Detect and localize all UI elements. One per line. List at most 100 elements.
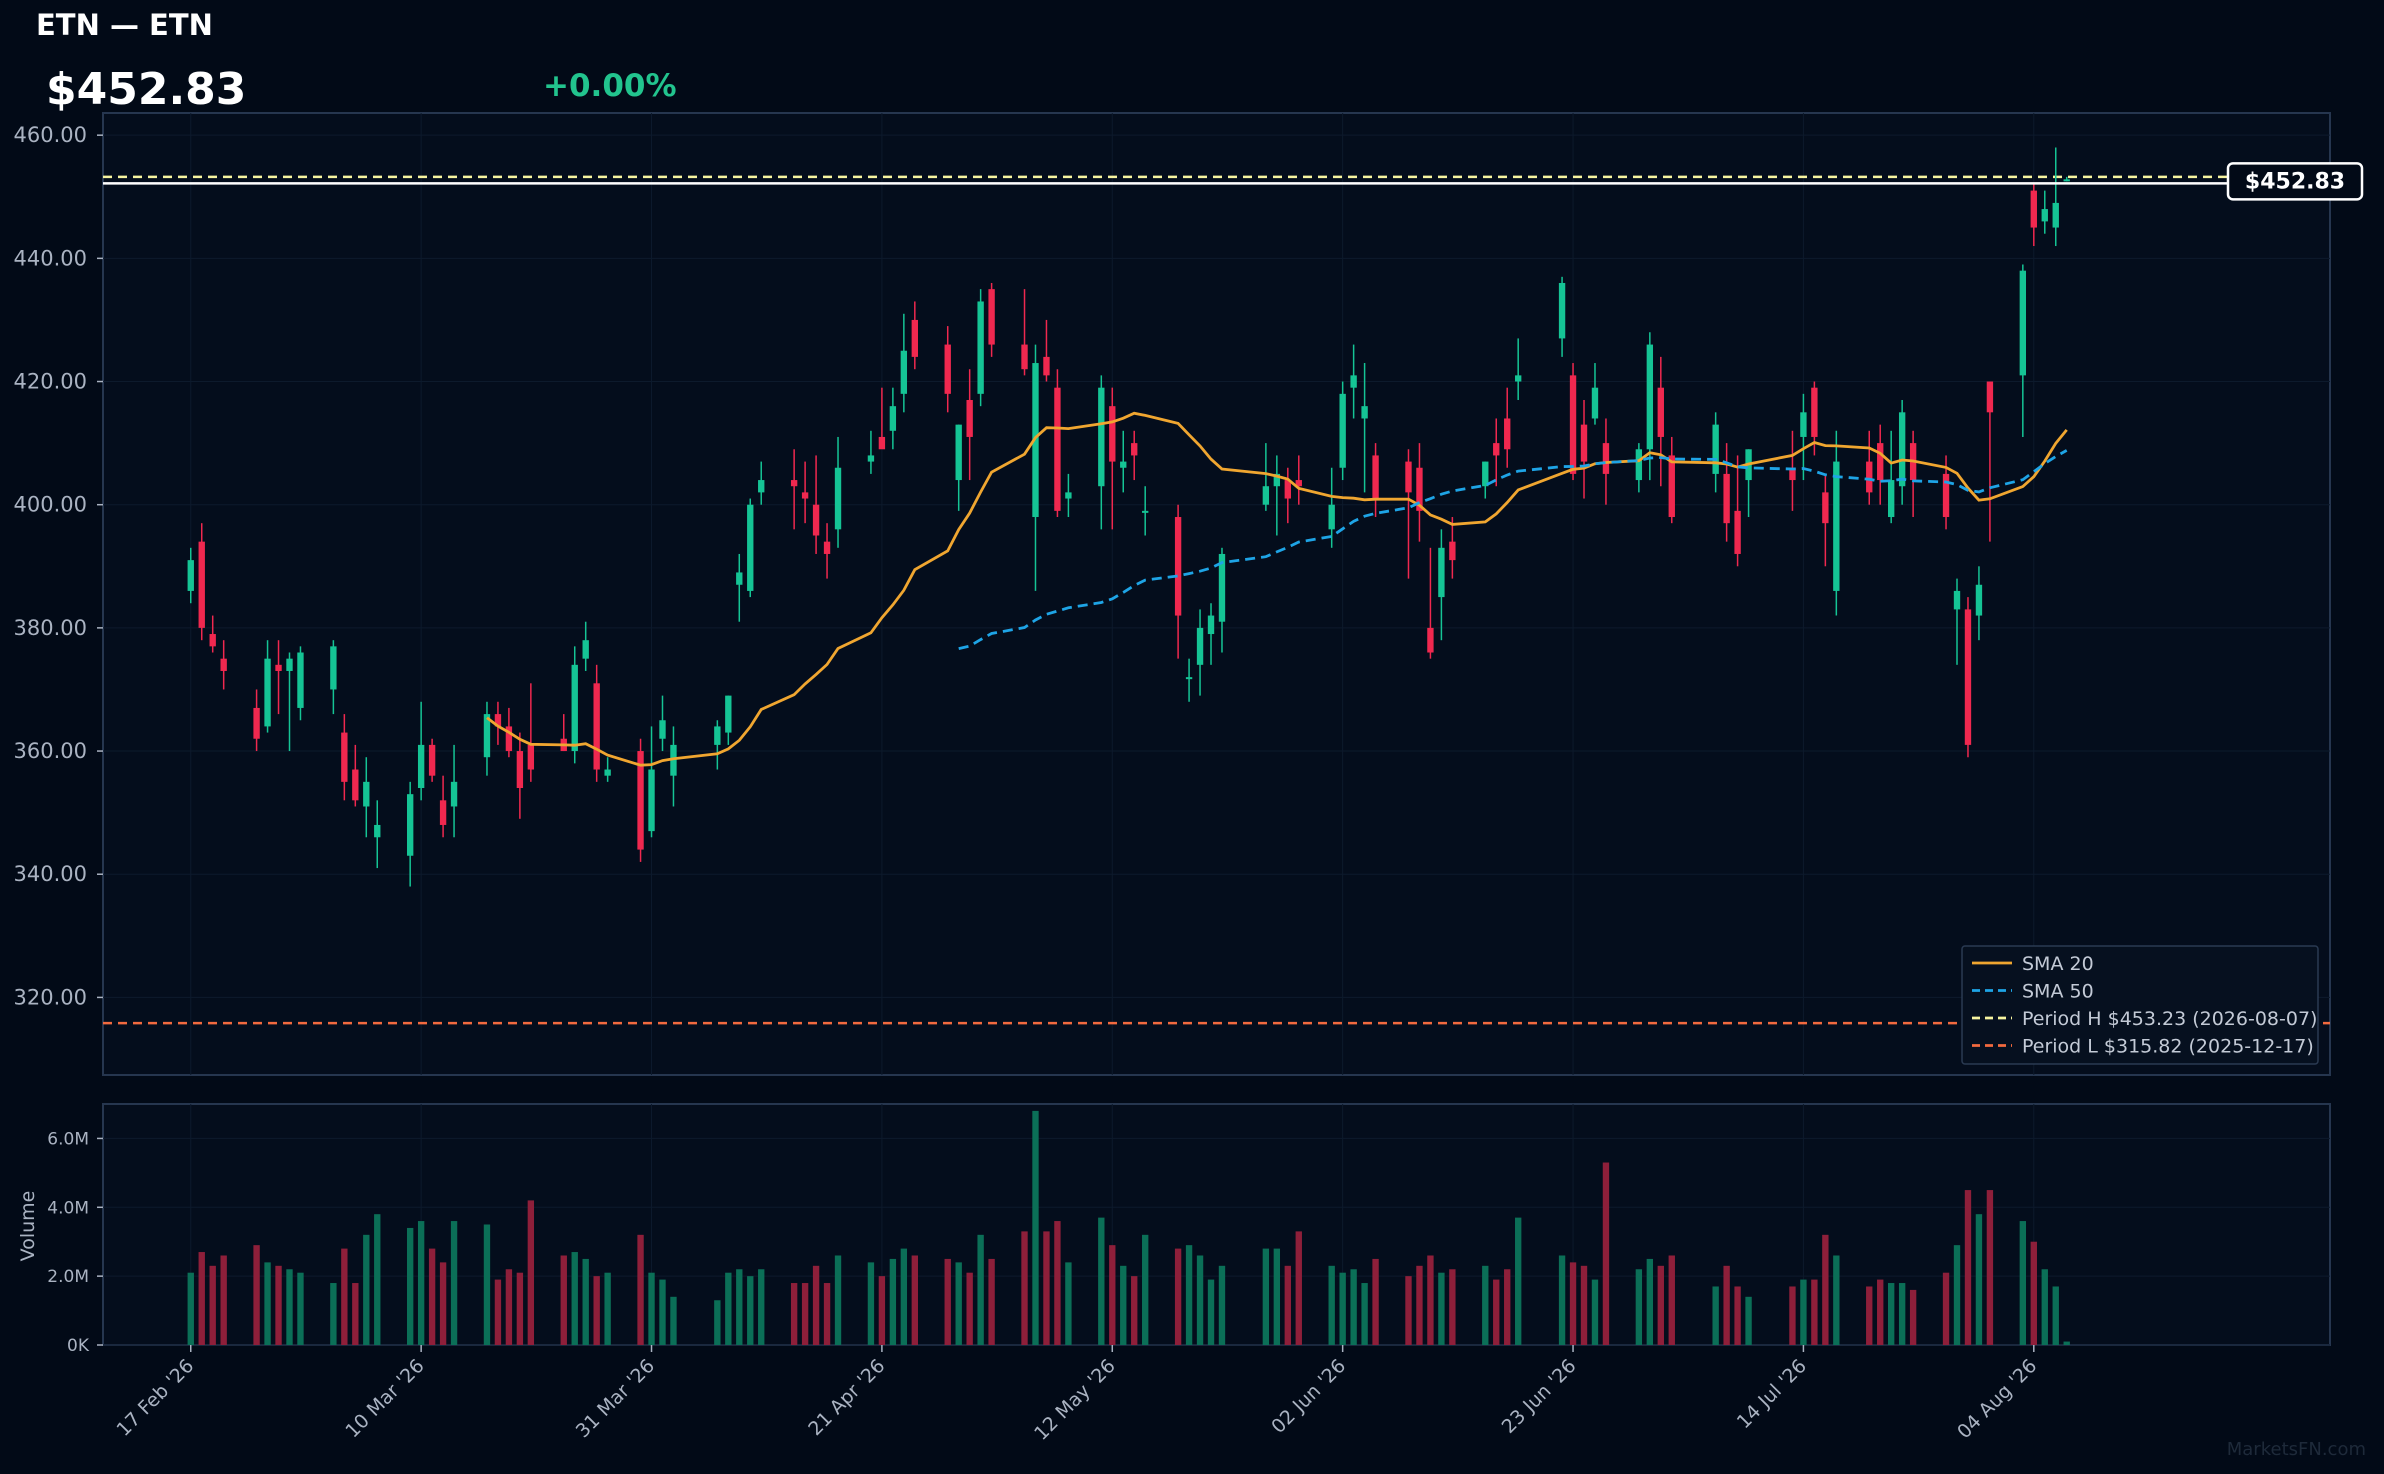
volume-bar bbox=[352, 1283, 359, 1345]
volume-bar bbox=[758, 1269, 765, 1345]
volume-bar bbox=[209, 1265, 216, 1345]
candle-body bbox=[648, 769, 655, 832]
candle-body bbox=[1174, 517, 1182, 616]
candle-body bbox=[604, 769, 611, 776]
volume-bar bbox=[330, 1283, 337, 1345]
volume-bar bbox=[1021, 1231, 1028, 1345]
price-axis: 460.00 440.00 420.00 400.00 380.00 360.00 340.… bbox=[14, 123, 103, 1009]
candle-body bbox=[1098, 387, 1105, 487]
volume-bar bbox=[1218, 1265, 1226, 1345]
period-lines bbox=[103, 175, 2330, 1025]
volume-bar bbox=[1339, 1272, 1346, 1345]
candle-body bbox=[1833, 461, 1840, 591]
candle-body bbox=[812, 504, 820, 536]
candle-body bbox=[944, 344, 951, 394]
candle-body bbox=[330, 646, 337, 690]
current-price: $452.83 bbox=[46, 64, 247, 115]
sma-50-line bbox=[958, 449, 2068, 650]
candle-body bbox=[417, 744, 425, 789]
candle-body bbox=[790, 480, 798, 487]
candle-body bbox=[406, 794, 414, 856]
candle-body bbox=[352, 769, 359, 801]
volume-bar bbox=[1877, 1279, 1884, 1345]
volume-bar bbox=[790, 1283, 798, 1345]
candle-body bbox=[220, 658, 227, 671]
volume-bar bbox=[450, 1221, 458, 1345]
price-tick-label: 360.00 bbox=[14, 739, 87, 763]
candle-body bbox=[637, 751, 644, 850]
volume-bar bbox=[1745, 1296, 1752, 1345]
price-tick-label: 320.00 bbox=[14, 985, 87, 1009]
candle-body bbox=[1635, 449, 1643, 481]
candle-body bbox=[1328, 504, 1335, 530]
date-tick-label: 02 Jun '26 bbox=[1267, 1355, 1350, 1438]
volume-bar bbox=[1174, 1248, 1182, 1345]
date-tick-label: 17 Feb '26 bbox=[113, 1355, 199, 1441]
volume-bar bbox=[1416, 1265, 1423, 1345]
price-tick-label: 400.00 bbox=[14, 493, 87, 517]
volume-bar bbox=[2041, 1269, 2048, 1345]
candle-body bbox=[1877, 443, 1884, 481]
volume-bar bbox=[494, 1279, 502, 1345]
price-tick-label: 340.00 bbox=[14, 862, 87, 886]
candle-body bbox=[2041, 209, 2048, 222]
volume-bar bbox=[1449, 1269, 1456, 1345]
candle-body bbox=[253, 707, 260, 739]
volume-bar bbox=[1054, 1221, 1061, 1345]
chart-legend: SMA 20 SMA 50 Period H $453.23 (2026-08-07… bbox=[1961, 945, 2319, 1065]
price-tick-label: 380.00 bbox=[14, 616, 87, 640]
candle-body bbox=[2030, 190, 2037, 228]
candle-body bbox=[1021, 344, 1028, 370]
candle-body bbox=[363, 781, 370, 807]
volume-bar bbox=[889, 1258, 897, 1345]
volume-bar bbox=[220, 1255, 227, 1345]
candle-body bbox=[1668, 455, 1675, 518]
volume-bar bbox=[1668, 1255, 1675, 1345]
volume-tick-label: 6.0M bbox=[47, 1129, 89, 1149]
candle-body bbox=[1964, 609, 1972, 745]
candle-body bbox=[1043, 356, 1050, 376]
volume-bar bbox=[834, 1255, 842, 1345]
candle-body bbox=[1811, 387, 1818, 437]
candlesticks bbox=[187, 147, 2070, 887]
legend-entry-label: Period L $315.82 (2025-12-17) bbox=[2022, 1036, 2314, 1058]
volume-axis-label: Volume bbox=[17, 1191, 39, 1262]
candle-body bbox=[736, 572, 743, 585]
candle-body bbox=[1789, 467, 1796, 481]
candle-body bbox=[1284, 480, 1291, 499]
candle-body bbox=[286, 658, 293, 671]
candle-body bbox=[198, 541, 205, 628]
volume-bar bbox=[988, 1258, 995, 1345]
candle-body bbox=[1734, 510, 1741, 554]
volume-bar bbox=[1142, 1234, 1149, 1345]
volume-bar bbox=[1833, 1255, 1840, 1345]
volume-bar bbox=[604, 1272, 611, 1345]
volume-bar bbox=[1734, 1286, 1741, 1345]
date-tick-label: 31 Mar '26 bbox=[572, 1355, 659, 1442]
legend-entry-label: SMA 50 bbox=[2022, 981, 2094, 1003]
volume-tick-label: 2.0M bbox=[47, 1267, 89, 1287]
candle-body bbox=[1350, 375, 1357, 388]
candle-body bbox=[889, 406, 897, 431]
candle-body bbox=[977, 301, 984, 394]
volume-bar bbox=[911, 1255, 918, 1345]
volume-bar bbox=[560, 1255, 567, 1345]
candle-body bbox=[1142, 510, 1149, 513]
candle-body bbox=[659, 720, 666, 739]
candle-body bbox=[1273, 473, 1281, 487]
volume-bar bbox=[439, 1262, 447, 1345]
volume-bar bbox=[297, 1272, 304, 1345]
candle-body bbox=[1339, 393, 1346, 468]
date-tick-label: 21 Apr '26 bbox=[804, 1355, 889, 1440]
volume-bar bbox=[341, 1248, 348, 1345]
candle-body bbox=[2063, 179, 2070, 182]
candle-body bbox=[955, 424, 962, 481]
volume-bar bbox=[1822, 1234, 1829, 1345]
volume-bar bbox=[505, 1269, 513, 1345]
volume-axis: 6.0M 4.0M 2.0M 0K bbox=[47, 1129, 103, 1356]
volume-bar bbox=[648, 1272, 655, 1345]
volume-bar bbox=[1975, 1214, 1983, 1345]
legend-entry-label: SMA 20 bbox=[2022, 953, 2094, 975]
volume-bar bbox=[582, 1258, 589, 1345]
volume-bar bbox=[1888, 1283, 1895, 1345]
